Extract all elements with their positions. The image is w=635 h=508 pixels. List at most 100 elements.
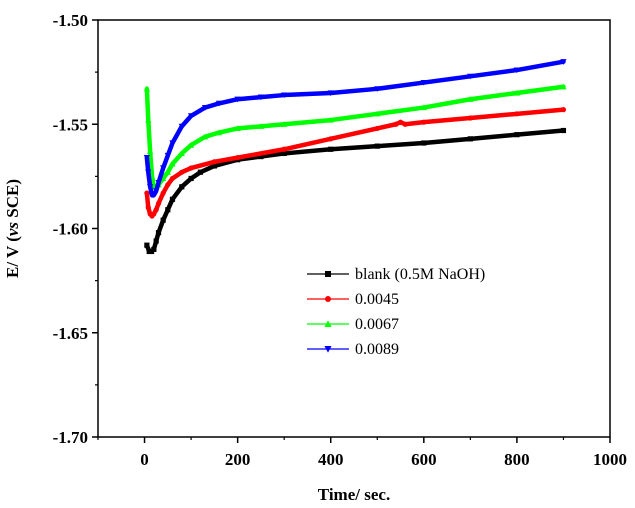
data-point	[467, 136, 473, 142]
data-point	[145, 116, 152, 123]
data-point	[178, 150, 185, 157]
data-point	[281, 121, 288, 127]
data-point	[169, 175, 176, 182]
data-point	[151, 211, 157, 217]
data-point	[155, 230, 162, 236]
y-axis-title-part-2: vs	[3, 222, 22, 237]
x-axis-title: Time/ sec.	[318, 485, 390, 504]
data-point	[145, 169, 152, 176]
data-point	[513, 89, 521, 96]
data-point	[147, 184, 154, 190]
data-point	[187, 113, 195, 120]
data-point	[169, 160, 176, 167]
data-point	[155, 180, 162, 186]
data-point	[281, 92, 288, 99]
y-tick-label: -1.65	[53, 324, 88, 343]
data-point	[234, 125, 241, 132]
legend-label: 0.0067	[355, 316, 399, 333]
data-point	[421, 119, 427, 125]
data-point	[153, 207, 159, 213]
data-point	[281, 150, 287, 157]
y-axis-title-part-1: E/ V (	[3, 236, 22, 278]
data-point	[560, 83, 567, 90]
data-point	[257, 94, 265, 101]
data-point	[402, 121, 408, 127]
data-point	[188, 175, 194, 182]
data-point	[144, 242, 150, 248]
x-tick-label: 400	[318, 450, 344, 469]
data-point	[165, 182, 171, 188]
data-point	[560, 107, 567, 113]
x-tick-label: 1000	[593, 450, 627, 469]
x-tick-label: 200	[225, 450, 251, 469]
series-line	[144, 128, 566, 254]
data-point	[328, 146, 334, 152]
legend-marker	[325, 296, 331, 302]
data-point	[211, 163, 217, 169]
data-point	[374, 125, 380, 132]
data-point	[164, 169, 171, 175]
data-point	[513, 67, 521, 74]
data-point	[155, 200, 162, 207]
data-point	[328, 136, 334, 142]
data-point	[560, 59, 567, 65]
data-point	[179, 184, 185, 190]
data-point	[201, 104, 209, 111]
data-point	[160, 190, 166, 196]
data-point	[153, 188, 160, 195]
data-point	[187, 141, 195, 148]
data-point	[179, 169, 185, 175]
data-point	[211, 159, 217, 165]
data-point	[143, 85, 150, 92]
data-point	[144, 190, 150, 196]
legend-marker	[324, 320, 332, 327]
data-point	[467, 96, 474, 102]
series-4	[143, 59, 567, 199]
data-point	[327, 90, 334, 97]
legend-marker	[325, 271, 331, 277]
series-2	[144, 107, 567, 219]
legend-entry: 0.0067	[307, 316, 399, 333]
legend-label: 0.0089	[355, 341, 399, 358]
data-point	[397, 119, 404, 125]
data-point	[467, 115, 473, 121]
data-point	[169, 196, 176, 202]
y-axis-title: E/ V (vs SCE)	[3, 179, 22, 278]
data-point	[514, 132, 520, 138]
x-tick-label: 800	[504, 450, 530, 469]
data-point	[514, 111, 520, 117]
data-point	[160, 217, 166, 223]
y-tick-label: -1.55	[53, 115, 88, 134]
data-point	[421, 140, 427, 146]
data-point	[201, 133, 209, 140]
y-tick-label: -1.70	[53, 428, 88, 447]
axes: 0 200 400 600 800 1000 -1.70 -1.65 -1.60 -1.55 -1.…	[53, 11, 627, 469]
data-point	[235, 155, 241, 161]
data-point	[151, 246, 157, 252]
data-point	[420, 104, 427, 111]
series-line	[144, 59, 566, 198]
data-point	[374, 143, 380, 149]
data-point	[393, 121, 399, 127]
data-point	[153, 238, 159, 244]
data-point	[160, 165, 167, 172]
data-point	[258, 153, 264, 160]
data-point	[420, 79, 427, 86]
plot-area	[143, 59, 567, 255]
data-point	[215, 100, 223, 107]
series-1	[144, 127, 567, 255]
plot-frame	[97, 19, 611, 438]
x-tick-label: 0	[140, 450, 149, 469]
data-point	[164, 152, 171, 159]
data-point	[257, 123, 265, 129]
data-point	[165, 207, 171, 213]
legend-marker	[324, 346, 332, 353]
data-point	[234, 96, 241, 103]
legend-label: 0.0045	[355, 291, 399, 308]
legend-entry: 0.0089	[307, 341, 399, 358]
data-point	[560, 127, 567, 134]
y-tick-label: -1.50	[53, 11, 88, 30]
legend: blank (0.5M NaOH) 0.0045 0.0067 0.0089	[307, 266, 485, 358]
data-point	[197, 169, 203, 175]
